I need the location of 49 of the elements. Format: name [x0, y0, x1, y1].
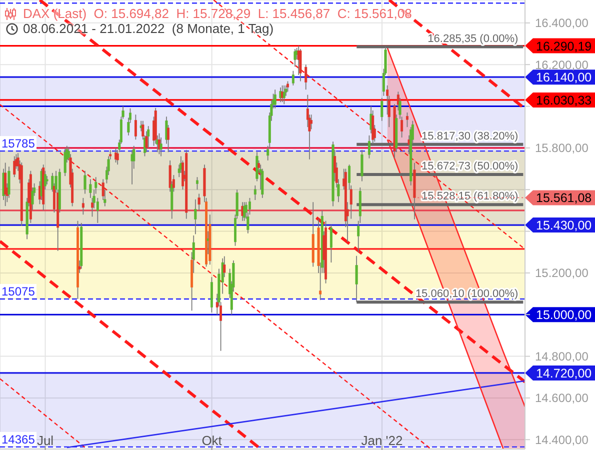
- ref-line-label: 14.720,00: [536, 366, 592, 380]
- ref-line-label: 15075: [2, 284, 36, 298]
- y-tick-label: 15.800,00: [535, 141, 589, 156]
- candlestick: [304, 64, 308, 90]
- series-label: 16.285,35 (0.00%): [428, 32, 518, 45]
- candlestick: [368, 134, 370, 159]
- candlestick: [64, 147, 66, 177]
- candlestick: [147, 126, 150, 148]
- y-tick-label: 14.600,00: [535, 391, 589, 406]
- candlestick: [4, 162, 7, 207]
- candlestick: [134, 114, 137, 140]
- series-label: 15.817,30 (38.20%): [422, 130, 518, 142]
- candlestick: [254, 184, 256, 200]
- ref-line-label: 15.430,00: [536, 218, 592, 233]
- candlestick: [82, 197, 84, 216]
- candlestick: [406, 112, 408, 128]
- x-tick-label: Jul: [36, 433, 54, 448]
- ref-line-label: 15785: [2, 136, 36, 151]
- candlestick: [294, 48, 296, 68]
- candlestick: [160, 137, 162, 157]
- candlestick: [292, 70, 294, 86]
- candlestick: [206, 230, 210, 255]
- candlestick: [360, 150, 364, 182]
- candlestick: [282, 84, 286, 105]
- candlestick: [380, 97, 384, 122]
- ref-line-label: 14365: [2, 432, 36, 446]
- ref-line-label: 16.140,00: [536, 70, 592, 85]
- candlestick: [261, 168, 264, 198]
- y-tick-label: 14.400,00: [535, 432, 589, 447]
- ref-line-label: 16.030,33: [536, 93, 592, 108]
- y-tick-label: 15.200,00: [535, 266, 589, 280]
- y-tick-label: 16.200,00: [535, 58, 589, 72]
- annotation: 15.561,08: [536, 191, 592, 206]
- candlestick: [330, 224, 332, 263]
- candlestick: [196, 176, 198, 190]
- y-tick-label: 16.400,00: [535, 16, 589, 30]
- candlestick: [299, 48, 302, 82]
- x-tick-label: Okt: [202, 433, 222, 448]
- y-tick-label: 14.800,00: [535, 350, 589, 364]
- text: 08.06.2021 - 21.01.2022 (8 Monate, 1 Tag): [23, 21, 274, 36]
- x-tick-label: Jan '22: [361, 433, 403, 448]
- candlestick: [286, 80, 290, 92]
- candlestick: [355, 255, 358, 303]
- candlestick: [279, 87, 282, 103]
- candlestick: [13, 156, 16, 178]
- candlestick: [372, 110, 374, 144]
- candlestick: [84, 170, 86, 194]
- ref-line-label: 16.290,19: [536, 39, 592, 54]
- ref-line-label: 15.000,00: [536, 308, 592, 322]
